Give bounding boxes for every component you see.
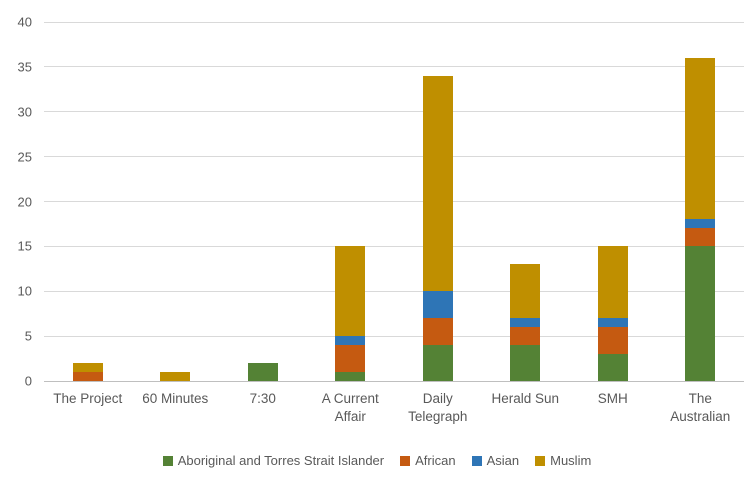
stacked-bar: [510, 22, 541, 381]
x-axis-labels: The Project 60 Minutes 7:30 A Current Affai…: [44, 390, 744, 425]
legend-item-asian: Asian: [471, 453, 520, 468]
bar-segment-aboriginal-and-torres-strait-islander: [510, 345, 541, 381]
y-tick-label: 0: [24, 373, 32, 389]
x-axis-line: [44, 380, 744, 382]
bar-segment-aboriginal-and-torres-strait-islander: [597, 354, 628, 381]
stacked-bar: [685, 22, 716, 381]
gridline: [44, 156, 744, 158]
stacked-bar: [247, 22, 278, 381]
bar-segment-african: [422, 318, 453, 346]
bar-segment-aboriginal-and-torres-strait-islander: [685, 246, 716, 381]
legend-item-muslim: Muslim: [535, 453, 591, 468]
legend-label: Muslim: [550, 453, 592, 468]
bar-column-7-30: [219, 22, 307, 381]
bars-row: [44, 22, 744, 381]
bar-segment-muslim: [72, 363, 103, 373]
gridline: [44, 201, 744, 202]
bar-segment-african: [597, 327, 628, 355]
bar-segment-asian: [685, 219, 716, 229]
bar-segment-asian: [335, 336, 366, 346]
bar-column-60-minutes: [132, 22, 220, 381]
gridline: [44, 290, 744, 292]
legend-label: African: [415, 453, 456, 468]
y-tick-label: 5: [24, 328, 32, 344]
y-tick-label: 35: [17, 59, 32, 75]
x-tick-label: A Current Affair: [321, 391, 379, 424]
bar-segment-muslim: [685, 57, 716, 220]
y-tick-label: 20: [17, 194, 32, 209]
stacked-bar: [160, 22, 191, 381]
bar-segment-asian: [510, 318, 541, 328]
stacked-bar: [335, 22, 366, 381]
x-tick-label: SMH: [597, 391, 628, 406]
y-axis: 0 5 10 15 20 25 30 35 40: [0, 15, 38, 389]
bar-segment-african: [72, 372, 103, 381]
gridline: [44, 21, 744, 23]
bar-segment-african: [510, 327, 541, 346]
legend-item-african: African: [400, 453, 456, 468]
plot-area: [44, 21, 744, 382]
bar-column-daily-telegraph: [394, 22, 482, 381]
bar-segment-muslim: [510, 264, 541, 319]
bar-segment-muslim: [160, 372, 191, 381]
y-tick-label: 15: [17, 238, 32, 254]
y-tick-label: 30: [17, 104, 32, 120]
bar-segment-muslim: [422, 75, 453, 292]
bar-segment-aboriginal-and-torres-strait-islander: [335, 372, 366, 381]
bar-column-the-australian: [657, 22, 745, 381]
y-tick-label: 25: [17, 149, 32, 165]
legend-label: Aboriginal and Torres Strait Islander: [177, 453, 385, 468]
gridline: [44, 335, 744, 337]
bar-column-a-current-affair: [307, 22, 395, 381]
bar-segment-asian: [597, 318, 628, 328]
stacked-bar: [72, 22, 103, 381]
y-tick-label: 40: [17, 14, 32, 30]
gridline: [44, 66, 744, 68]
legend-label: Asian: [486, 453, 520, 468]
gridline: [44, 111, 744, 113]
y-tick-label: 10: [17, 283, 32, 299]
bar-segment-african: [335, 345, 366, 373]
bar-column-smh: [569, 22, 657, 381]
bar-segment-muslim: [335, 246, 366, 337]
bar-column-herald-sun: [482, 22, 570, 381]
legend-swatch: [471, 455, 482, 466]
bar-segment-african: [685, 228, 716, 247]
bar-segment-muslim: [597, 246, 628, 319]
stacked-bar: [597, 22, 628, 381]
legend: Aboriginal and Torres Strait Islander Afr…: [0, 453, 754, 468]
bar-segment-aboriginal-and-torres-strait-islander: [422, 345, 453, 381]
legend-swatch: [535, 455, 546, 466]
gridline: [44, 245, 744, 247]
x-tick-label: Herald Sun: [491, 391, 560, 406]
x-tick-label: Daily Telegraph: [408, 391, 468, 424]
x-tick-label: 7:30: [249, 391, 276, 406]
legend-swatch: [162, 455, 173, 466]
x-tick-label: 60 Minutes: [142, 391, 209, 406]
stacked-bar: [422, 22, 453, 381]
bar-column-the-project: [44, 22, 132, 381]
legend-item-aboriginal-and-torres-strait-islander: Aboriginal and Torres Strait Islander: [162, 453, 385, 468]
legend-swatch: [400, 455, 411, 466]
x-tick-label: The Project: [53, 391, 123, 406]
x-tick-label: The Australian: [670, 391, 731, 424]
bar-segment-asian: [422, 291, 453, 319]
bar-segment-aboriginal-and-torres-strait-islander: [247, 363, 278, 381]
